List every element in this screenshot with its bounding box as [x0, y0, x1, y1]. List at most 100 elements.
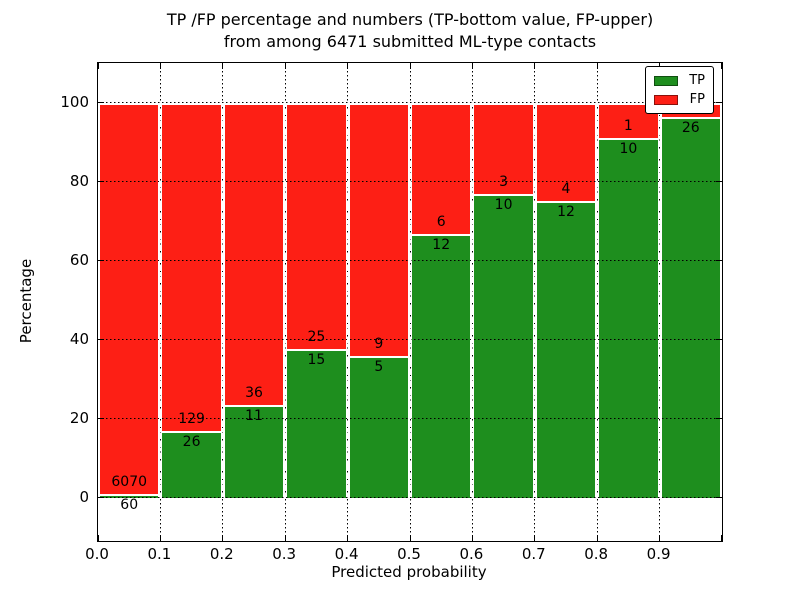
- x-tick-label: 0.3: [272, 545, 297, 563]
- chart-title-line2: from among 6471 submitted ML-type contac…: [223, 32, 597, 51]
- y-tick-mark: [716, 260, 722, 262]
- tp-count-label: 5: [374, 359, 384, 376]
- tp-count-label: 15: [307, 352, 326, 369]
- plot-area: 6070 60 129 26 36 11 25 15 9 5 6 12 3 10 4 12 1 10 26: [97, 62, 723, 542]
- legend-label-tp: TP: [689, 73, 705, 88]
- tp-count-label: 11: [245, 408, 263, 425]
- x-tick-label: 0.7: [521, 545, 546, 563]
- x-tick-mark: [534, 63, 536, 69]
- bar-boundary-dash: [346, 102, 349, 498]
- x-tick-mark: [284, 535, 286, 541]
- x-tick-label: 0.8: [584, 545, 609, 563]
- x-tick-mark: [720, 535, 722, 541]
- x-tick-mark: [596, 63, 598, 69]
- x-tick-mark: [347, 535, 349, 541]
- y-tick-mark: [716, 339, 722, 341]
- x-tick-mark: [159, 535, 161, 541]
- fp-bar-segment: [534, 102, 598, 202]
- fp-count-label: 129: [178, 411, 205, 428]
- tp-bar-segment: [347, 356, 410, 498]
- chart-title-line1: TP /FP percentage and numbers (TP-bottom…: [166, 10, 654, 29]
- bar-boundary-dash: [596, 102, 599, 498]
- x-tick-mark: [409, 535, 411, 541]
- x-tick-mark: [471, 535, 473, 541]
- x-tick-label: 0.2: [209, 545, 234, 563]
- x-tick-mark: [222, 63, 224, 69]
- tp-color-swatch: [654, 75, 678, 86]
- tp-count-label: 10: [619, 141, 638, 158]
- x-tick-mark: [97, 535, 99, 541]
- y-tick-mark: [98, 339, 104, 341]
- bar-boundary-dash: [409, 102, 411, 498]
- x-tick-mark: [97, 63, 99, 69]
- bar-boundary-dash: [533, 102, 536, 498]
- tp-count-label: 10: [494, 196, 513, 213]
- tp-bar-segment: [472, 193, 535, 498]
- y-tick-label: 80: [69, 171, 89, 190]
- tp-count-label: 26: [681, 120, 700, 137]
- bar-boundary-dash: [159, 102, 162, 498]
- tp-count-label: 60: [120, 496, 139, 513]
- y-tick-label: 0: [79, 487, 89, 506]
- tp-bar-segment: [98, 493, 161, 498]
- legend-label-fp: FP: [689, 92, 705, 107]
- tp-count-label: 12: [432, 237, 451, 254]
- fp-color-swatch: [654, 94, 678, 105]
- tp-bar-segment: [597, 138, 660, 498]
- bar-boundary-dash: [658, 102, 661, 498]
- x-tick-label: 0.1: [147, 545, 172, 563]
- fp-bar-segment: [472, 102, 535, 194]
- x-tick-mark: [720, 63, 722, 69]
- x-tick-mark: [159, 63, 161, 69]
- legend-item-tp: TP: [654, 73, 705, 88]
- x-axis-label: Predicted probability: [331, 563, 487, 581]
- fp-count-label: 6070: [111, 473, 148, 490]
- y-tick-mark: [98, 497, 104, 499]
- tp-bar-segment: [285, 349, 348, 498]
- bar-boundary-dash: [221, 102, 224, 498]
- legend: TP FP: [645, 66, 714, 114]
- y-tick-mark: [98, 418, 104, 420]
- y-tick-mark: [716, 102, 722, 103]
- legend-item-fp: FP: [654, 92, 705, 107]
- fp-count-label: 1: [623, 118, 633, 135]
- y-tick-mark: [716, 497, 722, 499]
- tp-bar-segment: [222, 405, 286, 498]
- bar-boundary-dash: [471, 102, 474, 498]
- x-tick-label: 0.4: [334, 545, 359, 563]
- y-tick-mark: [716, 418, 722, 420]
- fp-count-label: 25: [307, 329, 326, 346]
- fp-bar-segment: [160, 102, 223, 432]
- fp-count-label: 6: [436, 214, 446, 231]
- y-tick-label: 100: [60, 92, 89, 111]
- chart-title: TP /FP percentage and numbers (TP-bottom…: [60, 9, 760, 53]
- y-tick-label: 60: [69, 250, 89, 269]
- y-tick-label: 40: [69, 329, 89, 348]
- x-tick-mark: [534, 535, 536, 541]
- x-tick-label: 0.0: [85, 545, 109, 563]
- x-tick-label: 0.9: [646, 545, 671, 563]
- tp-bar-segment: [534, 201, 598, 498]
- x-tick-mark: [284, 63, 286, 69]
- fp-count-label: 9: [374, 336, 384, 353]
- fp-bar-segment: [285, 102, 348, 350]
- bar-boundary-dash: [284, 102, 287, 498]
- x-tick-label: 0.5: [397, 545, 421, 563]
- tp-bar-segment: [659, 117, 722, 498]
- tp-bar-segment: [410, 234, 473, 498]
- fp-count-label: 4: [561, 181, 571, 198]
- fp-bar-segment: [410, 102, 473, 235]
- x-tick-label: 0.6: [459, 545, 484, 563]
- y-tick-mark: [98, 260, 104, 262]
- y-tick-mark: [716, 181, 722, 182]
- tp-count-label: 26: [182, 434, 201, 451]
- fp-count-label: 3: [499, 173, 509, 190]
- tp-bar-segment: [160, 431, 223, 498]
- x-tick-mark: [222, 535, 224, 541]
- x-tick-mark: [409, 63, 411, 69]
- fp-bar-segment: [222, 102, 286, 406]
- fp-bar-segment: [347, 102, 410, 357]
- x-tick-mark: [596, 535, 598, 541]
- x-tick-mark: [347, 63, 349, 69]
- x-tick-mark: [471, 63, 473, 69]
